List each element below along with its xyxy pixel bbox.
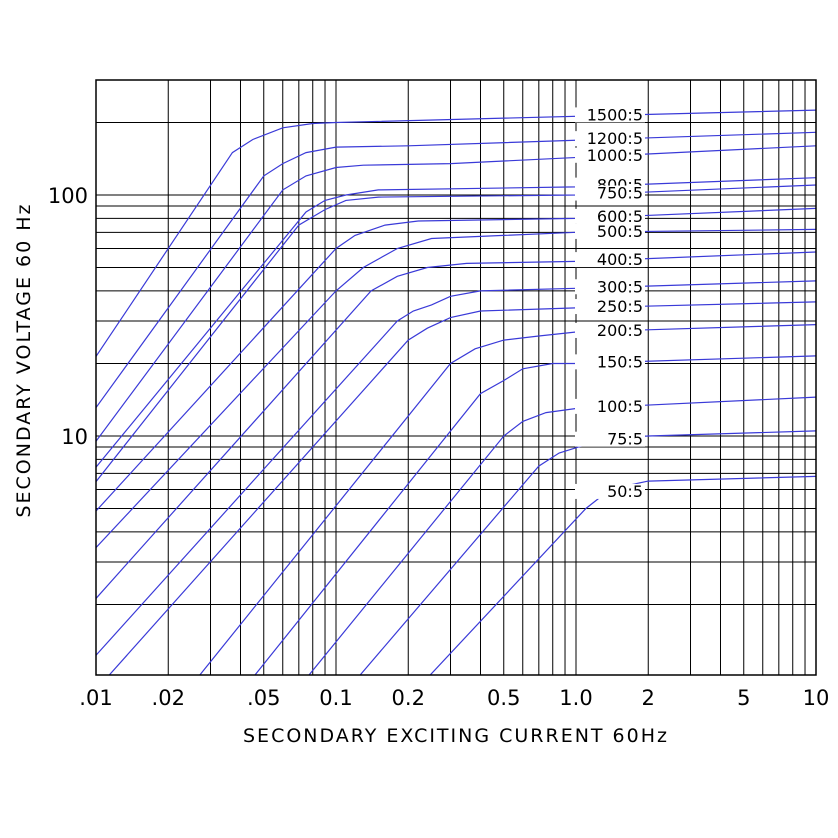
ratio-label-background bbox=[575, 252, 645, 268]
ratio-label-background bbox=[575, 299, 645, 315]
ratio-label-background bbox=[575, 223, 645, 239]
grid-lines bbox=[96, 80, 816, 675]
ratio-label-background bbox=[575, 483, 645, 499]
ratio-label-background bbox=[575, 431, 645, 447]
x-tick-label: 2 bbox=[642, 686, 655, 710]
ratio-label-background bbox=[575, 354, 645, 370]
excitation-curves bbox=[96, 109, 816, 675]
ratio-label-500-5: 500:5 bbox=[597, 222, 643, 241]
x-tick-label: 10 bbox=[803, 686, 830, 710]
x-tick-label: .02 bbox=[152, 686, 185, 710]
ratio-labels: 1500:51200:51000:5800:5750:5600:5500:540… bbox=[575, 105, 645, 501]
x-tick-label: 0.1 bbox=[319, 686, 352, 710]
x-tick-label: .01 bbox=[79, 686, 112, 710]
ratio-label-background bbox=[575, 147, 645, 163]
curve-200-5 bbox=[199, 324, 816, 675]
curve-1000-5 bbox=[96, 145, 816, 443]
ratio-label-1500-5: 1500:5 bbox=[587, 105, 643, 124]
curve-500-5 bbox=[96, 228, 816, 549]
ratio-label-200-5: 200:5 bbox=[597, 321, 643, 340]
curve-1500-5 bbox=[96, 109, 816, 358]
y-axis-title: SECONDARY VOLTAGE 60 Hz bbox=[13, 202, 35, 517]
ratio-label-background bbox=[575, 107, 645, 123]
y-tick-label: 10 bbox=[61, 425, 88, 449]
curve-250-5 bbox=[108, 301, 816, 675]
ratio-label-600-5: 600:5 bbox=[597, 207, 643, 226]
ratio-label-background bbox=[575, 185, 645, 201]
ratio-label-750-5: 750:5 bbox=[597, 184, 643, 203]
y-tick-label: 100 bbox=[48, 184, 88, 208]
x-tick-label: 5 bbox=[737, 686, 750, 710]
curve-400-5 bbox=[96, 251, 816, 600]
ratio-label-75-5: 75:5 bbox=[607, 430, 643, 449]
plot-frame bbox=[95, 79, 817, 676]
x-tick-label: 1.0 bbox=[559, 686, 592, 710]
x-tick-label: 0.5 bbox=[487, 686, 520, 710]
ratio-label-50-5: 50:5 bbox=[607, 482, 643, 501]
x-tick-label: 0.2 bbox=[392, 686, 425, 710]
ratio-label-250-5: 250:5 bbox=[597, 297, 643, 316]
ratio-label-background bbox=[575, 208, 645, 224]
ratio-label-300-5: 300:5 bbox=[597, 277, 643, 296]
ratio-label-background bbox=[575, 279, 645, 295]
curve-1200-5 bbox=[96, 131, 816, 409]
ratio-label-100-5: 100:5 bbox=[597, 397, 643, 416]
ratio-label-1000-5: 1000:5 bbox=[587, 146, 643, 165]
ratio-label-400-5: 400:5 bbox=[597, 250, 643, 269]
curve-300-5 bbox=[96, 280, 816, 657]
ratio-label-background bbox=[575, 398, 645, 414]
x-tick-label: .05 bbox=[247, 686, 280, 710]
ratio-label-background bbox=[575, 322, 645, 338]
ratio-label-background bbox=[575, 131, 645, 147]
ratio-label-150-5: 150:5 bbox=[597, 352, 643, 371]
ratio-label-1200-5: 1200:5 bbox=[587, 129, 643, 148]
tick-labels: .01 .02 .05 0.1 0.2 0.5 1.0 2 5 10 10 100 bbox=[48, 184, 829, 710]
x-axis-title: SECONDARY EXCITING CURRENT 60Hz bbox=[243, 725, 669, 747]
